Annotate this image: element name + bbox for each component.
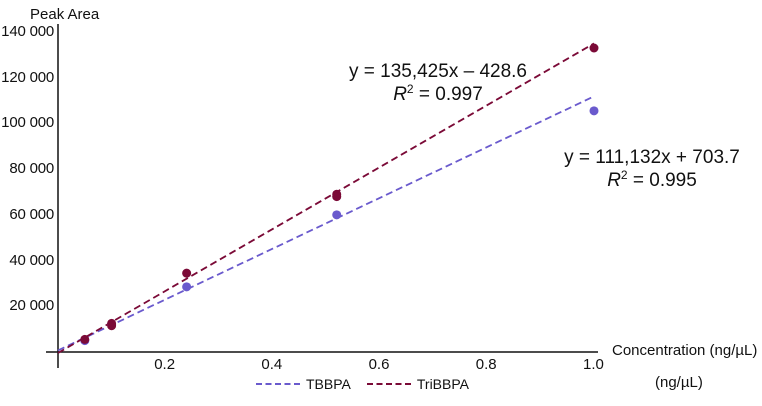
- y-tick-label: 80 000: [9, 160, 54, 178]
- fit-line-tbbpa: [57, 95, 595, 352]
- tribbpa-equation-text: y = 135,425x – 428.6: [348, 61, 527, 82]
- x-tick-label: 0.6: [368, 356, 390, 373]
- x-tick-label: 0.2: [154, 356, 176, 373]
- fit-lines: [57, 42, 595, 354]
- legend-swatch-tbbpa: [256, 383, 300, 385]
- legend-swatch-tribbpa: [366, 383, 411, 385]
- legend-item-tbbpa[interactable]: TBBPA: [256, 376, 351, 392]
- data-point-tribbpa: [589, 43, 599, 53]
- y-tick-label: 140 000: [1, 23, 54, 40]
- fit-line-tribbpa: [57, 42, 595, 354]
- r-superscript: 2: [620, 168, 628, 182]
- legend-label-tbbpa: TBBPA: [306, 376, 351, 392]
- tbbpa-equation-text: y = 111,132x + 703.7: [564, 147, 740, 168]
- data-point-tribbpa: [332, 192, 342, 202]
- y-tick-label: 60 000: [9, 205, 54, 223]
- r-symbol: R: [607, 170, 621, 191]
- x-tick-label: 1.0: [583, 356, 604, 373]
- legend-item-tribbpa[interactable]: TriBBPA: [366, 376, 469, 392]
- y-tick-label: 20 000: [9, 297, 54, 315]
- legend-label-tribbpa: TriBBPA: [416, 376, 469, 392]
- data-point-tribbpa: [80, 334, 90, 344]
- data-point-tribbpa: [182, 268, 192, 278]
- x-tick-label: 0.8: [475, 356, 497, 373]
- data-point-tbbpa: [589, 106, 599, 116]
- x-axis-label: Concentration (ng/µL): [612, 342, 758, 359]
- y-tick-label: 40 000: [9, 251, 54, 269]
- data-point-tribbpa: [107, 321, 117, 331]
- tbbpa-equation: y = 111,132x + 703.7 R2 = 0.995: [536, 146, 762, 192]
- tribbpa-equation: y = 135,425x – 428.6 R2 = 0.997: [318, 60, 558, 106]
- tribbpa-r2-value: = 0.997: [418, 84, 483, 105]
- y-axis-label: Peak Area: [30, 6, 100, 23]
- y-tick-label: 100 000: [1, 114, 54, 132]
- x-axis-unit-label: (ng/µL): [655, 374, 703, 391]
- r-superscript: 2: [406, 82, 414, 96]
- x-tick-label: 0.4: [261, 356, 283, 373]
- data-point-tbbpa: [332, 210, 342, 220]
- y-tick-label: 120 000: [1, 68, 54, 86]
- tbbpa-r2-value: = 0.995: [632, 170, 697, 191]
- legend: TBBPA TriBBPA: [256, 376, 479, 392]
- data-points: [80, 43, 599, 346]
- r-symbol: R: [393, 84, 407, 105]
- tribbpa-r2: R2 = 0.997: [318, 83, 558, 106]
- data-point-tbbpa: [182, 282, 192, 292]
- tbbpa-r2: R2 = 0.995: [536, 169, 762, 192]
